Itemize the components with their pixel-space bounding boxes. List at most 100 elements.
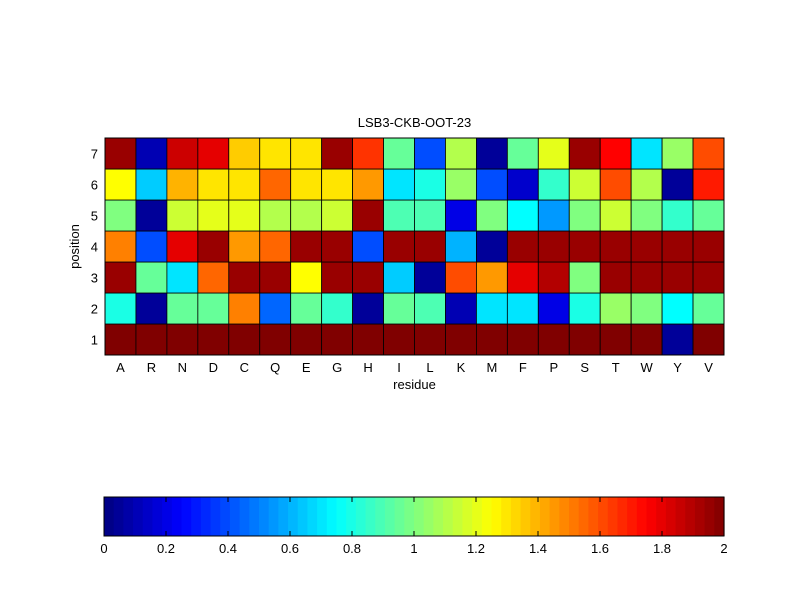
heatmap-cell bbox=[197, 168, 230, 201]
colorbar-band bbox=[530, 497, 541, 536]
colorbar-band bbox=[104, 497, 115, 536]
colorbar-band bbox=[404, 497, 415, 536]
colorbar-band bbox=[549, 497, 560, 536]
heatmap-cell bbox=[228, 168, 261, 201]
colorbar-band bbox=[346, 497, 357, 536]
heatmap-cell bbox=[630, 261, 663, 294]
x-tick-label: K bbox=[457, 360, 466, 375]
colorbar-band bbox=[423, 497, 434, 536]
colorbar-tick-label: 0.4 bbox=[219, 541, 237, 556]
heatmap-cell bbox=[197, 323, 230, 356]
heatmap-cell bbox=[383, 230, 415, 263]
heatmap-cell bbox=[383, 323, 415, 356]
heatmap-cell bbox=[568, 137, 601, 170]
colorbar-band bbox=[510, 497, 522, 536]
colorbar-band bbox=[229, 497, 241, 536]
heatmap-cell bbox=[197, 230, 230, 263]
heatmap-cell bbox=[475, 292, 508, 325]
heatmap-cell bbox=[104, 261, 137, 294]
chart-title: LSB3-CKB-OOT-23 bbox=[358, 115, 471, 130]
heatmap-cell bbox=[475, 323, 508, 356]
heatmap-cell bbox=[506, 137, 539, 170]
colorbar-band bbox=[162, 497, 173, 536]
heatmap-cell bbox=[445, 137, 477, 170]
heatmap-cell bbox=[135, 230, 168, 263]
y-tick-label: 4 bbox=[91, 240, 98, 255]
colorbar-band bbox=[171, 497, 183, 536]
heatmap-cell bbox=[599, 323, 632, 356]
heatmap-cell bbox=[352, 323, 384, 356]
heatmap-cell bbox=[259, 261, 292, 294]
x-tick-label: N bbox=[178, 360, 187, 375]
x-tick-label: W bbox=[640, 360, 653, 375]
colorbar-tick-label: 1 bbox=[410, 541, 417, 556]
heatmap-cell bbox=[290, 168, 323, 201]
heatmap-cell bbox=[630, 168, 663, 201]
heatmap-cell bbox=[228, 261, 261, 294]
heatmap-cell bbox=[661, 292, 694, 325]
colorbar-band bbox=[307, 497, 318, 536]
heatmap-cell bbox=[352, 261, 384, 294]
heatmap-cell bbox=[537, 137, 570, 170]
heatmap-cell bbox=[104, 230, 137, 263]
x-tick-label: G bbox=[332, 360, 342, 375]
heatmap-cell bbox=[568, 323, 601, 356]
y-axis-label: position bbox=[67, 224, 82, 269]
heatmap-cell bbox=[352, 137, 384, 170]
heatmap-cell bbox=[445, 230, 477, 263]
colorbar-band bbox=[714, 497, 725, 536]
y-tick-label: 7 bbox=[91, 147, 98, 162]
colorbar-band bbox=[665, 497, 677, 536]
heatmap-cell bbox=[166, 261, 199, 294]
heatmap-cell bbox=[537, 261, 570, 294]
colorbar-band bbox=[365, 497, 376, 536]
heatmap-cell bbox=[383, 168, 415, 201]
heatmap-cell bbox=[599, 137, 632, 170]
colorbar-band bbox=[278, 497, 289, 536]
heatmap-cell bbox=[321, 323, 353, 356]
heatmap-cell bbox=[661, 137, 694, 170]
colorbar-band bbox=[491, 497, 502, 536]
heatmap-cell bbox=[259, 199, 292, 232]
heatmap-cell bbox=[445, 168, 477, 201]
colorbar-band bbox=[588, 497, 599, 536]
heatmap-cell bbox=[506, 168, 539, 201]
colorbar-band bbox=[462, 497, 473, 536]
colorbar-band bbox=[113, 497, 124, 536]
colorbar-band bbox=[375, 497, 386, 536]
heatmap-cell bbox=[197, 137, 230, 170]
heatmap-cell bbox=[475, 199, 508, 232]
heatmap-cell bbox=[259, 168, 292, 201]
colorbar-band bbox=[220, 497, 231, 536]
heatmap-cell bbox=[568, 199, 601, 232]
heatmap-cell bbox=[692, 230, 725, 263]
heatmap-cell bbox=[630, 230, 663, 263]
heatmap-cell bbox=[475, 137, 508, 170]
heatmap-cell bbox=[506, 323, 539, 356]
heatmap-cell bbox=[692, 199, 725, 232]
colorbar-band bbox=[123, 497, 134, 536]
colorbar-band bbox=[607, 497, 619, 536]
heatmap-cell bbox=[104, 168, 137, 201]
heatmap-cell bbox=[104, 137, 137, 170]
heatmap-cell bbox=[166, 168, 199, 201]
colorbar-band bbox=[336, 497, 347, 536]
heatmap-cell bbox=[692, 292, 725, 325]
y-tick-label: 1 bbox=[91, 333, 98, 348]
heatmap-cell bbox=[414, 230, 446, 263]
heatmap-cell bbox=[445, 261, 477, 294]
heatmap-cell bbox=[135, 323, 168, 356]
heatmap-cell bbox=[228, 323, 261, 356]
x-axis-label: residue bbox=[393, 377, 436, 392]
heatmap-cell bbox=[475, 168, 508, 201]
heatmap-cell bbox=[259, 230, 292, 263]
colorbar-band bbox=[704, 497, 715, 536]
heatmap-cell bbox=[692, 168, 725, 201]
colorbar-band bbox=[249, 497, 260, 536]
heatmap-cell bbox=[537, 292, 570, 325]
x-tick-label: L bbox=[426, 360, 433, 375]
colorbar-band bbox=[685, 497, 696, 536]
heatmap-cell bbox=[506, 292, 539, 325]
colorbar-band bbox=[578, 497, 589, 536]
heatmap-cell bbox=[383, 261, 415, 294]
